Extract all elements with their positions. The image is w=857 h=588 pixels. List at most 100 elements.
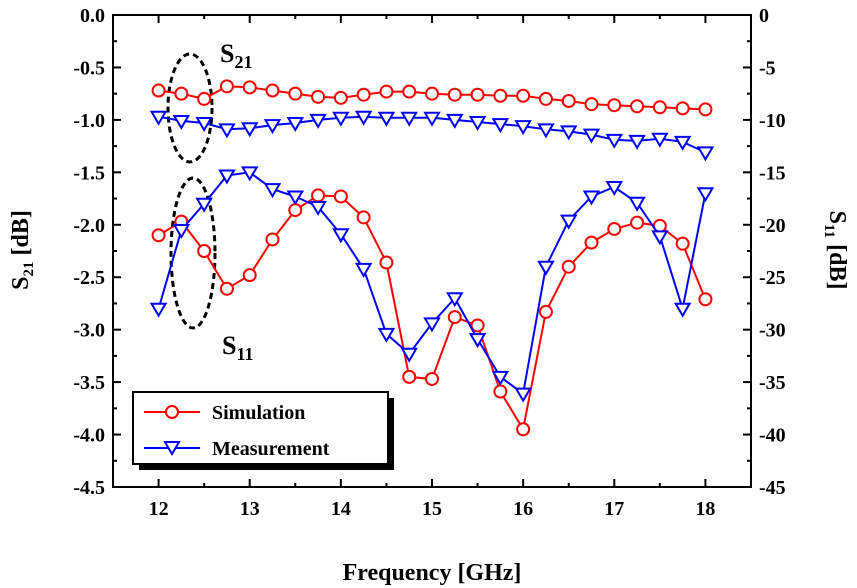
point-simulation-s21	[675, 101, 690, 116]
point-measurement-s21	[286, 117, 305, 133]
point-measurement-s11	[309, 200, 327, 216]
point-simulation-s11	[311, 188, 326, 203]
point-measurement-s21	[696, 146, 715, 162]
annotation-s21: S21	[220, 39, 252, 72]
x-tick-label: 16	[513, 498, 533, 520]
point-simulation-s11	[356, 210, 371, 225]
point-simulation-s21	[630, 99, 645, 114]
legend-simulation-label: Simulation	[212, 402, 305, 424]
point-measurement-s21	[149, 110, 168, 126]
x-tick-label: 18	[695, 498, 715, 520]
y-right-tick-label: -10	[759, 110, 786, 132]
point-simulation-s21	[470, 87, 485, 102]
point-measurement-s11	[195, 197, 213, 213]
point-measurement-s11	[559, 214, 578, 230]
annotation-s11-sub: 11	[236, 344, 253, 364]
point-simulation-s21	[652, 100, 667, 115]
x-tick-label: 12	[149, 498, 169, 520]
legend-box	[132, 391, 389, 465]
y-left-tick-label: -1.5	[73, 162, 105, 184]
point-measurement-s21	[354, 110, 373, 126]
x-axis-title: Frequency [GHz]	[343, 560, 522, 586]
point-simulation-s11	[151, 228, 166, 243]
point-measurement-s21	[423, 111, 441, 127]
point-simulation-s21	[584, 97, 599, 112]
point-simulation-s21	[288, 86, 303, 101]
point-measurement-s21	[263, 119, 282, 135]
annotation-s21-main: S	[220, 39, 234, 68]
point-simulation-s21	[379, 84, 394, 99]
point-measurement-s11	[651, 230, 669, 246]
point-measurement-s21	[377, 111, 396, 127]
annotation-s11-main: S	[222, 331, 236, 360]
point-simulation-s11	[493, 384, 508, 399]
point-measurement-s11	[673, 302, 692, 318]
point-measurement-s21	[537, 123, 555, 139]
y-right-tick-label: -45	[759, 477, 786, 499]
point-simulation-s21	[265, 83, 280, 98]
y-left-tick-label: -2.5	[73, 267, 105, 289]
point-simulation-s11	[538, 304, 553, 319]
ticks-layer: 12 13 14 15 16 17 18 0.0 -0.5 -1.0 -1.5 -2.0 -2.5 -3.…	[73, 5, 785, 520]
s11-ellipse-marker	[169, 176, 217, 330]
point-simulation-s21	[516, 88, 531, 103]
point-measurement-s11	[491, 370, 510, 386]
point-measurement-s11	[582, 190, 601, 206]
legend-measurement-label: Measurement	[212, 438, 330, 460]
point-measurement-s11	[537, 260, 555, 276]
point-measurement-s21	[628, 134, 646, 150]
point-simulation-s21	[561, 94, 576, 109]
point-measurement-s21	[651, 132, 669, 148]
point-measurement-s11	[218, 169, 236, 185]
point-measurement-s21	[582, 128, 601, 144]
point-simulation-s21	[493, 88, 508, 103]
point-simulation-s11	[675, 236, 690, 251]
y-right-tick-label: -35	[759, 372, 786, 394]
y-left-tick-label: 0.0	[80, 5, 105, 27]
point-measurement-s21	[491, 118, 510, 134]
point-measurement-s11	[377, 327, 396, 343]
point-simulation-s11	[288, 203, 303, 218]
point-measurement-s11	[286, 190, 305, 206]
point-simulation-s21	[607, 98, 622, 113]
point-simulation-s11	[265, 232, 280, 247]
point-simulation-s11	[630, 215, 645, 230]
x-tick-label: 14	[331, 498, 351, 520]
point-measurement-s11	[605, 181, 624, 197]
point-simulation-s21	[538, 91, 553, 106]
y-left-tick-label: -3.0	[73, 320, 105, 342]
y-left-tick-label: -4.0	[73, 425, 105, 447]
y-right-tick-label: -25	[759, 267, 786, 289]
y-left-tick-label: -1.0	[73, 110, 105, 132]
x-tick-label: 17	[604, 498, 624, 520]
point-simulation-s21	[174, 86, 189, 101]
point-measurement-s11	[354, 262, 373, 278]
point-simulation-s11	[242, 268, 257, 283]
point-measurement-s11	[446, 292, 464, 308]
legend-simulation-marker	[165, 405, 179, 419]
point-simulation-s11	[447, 310, 462, 325]
point-simulation-s11	[607, 221, 622, 236]
y-left-tick-label: -0.5	[73, 57, 105, 79]
point-measurement-s21	[468, 115, 487, 131]
point-measurement-s21	[172, 114, 191, 130]
annotation-s11: S11	[222, 331, 253, 364]
point-simulation-s11	[698, 292, 713, 307]
y-left-tick-label: -4.5	[73, 477, 105, 499]
point-simulation-s21	[698, 102, 713, 117]
legend-measurement-marker	[163, 441, 181, 456]
y-right-tick-label: 0	[759, 5, 769, 27]
point-measurement-s21	[514, 120, 532, 136]
y-left-tick-label: -2.0	[73, 215, 105, 237]
y-axis-right-title-sub: 11	[821, 224, 837, 238]
point-simulation-s21	[242, 80, 257, 95]
y-axis-right-title: S11 [dB]	[821, 211, 850, 290]
point-simulation-s11	[219, 281, 234, 296]
x-tick-label: 15	[422, 498, 442, 520]
y-right-tick-label: -5	[759, 57, 776, 79]
point-measurement-s11	[263, 183, 282, 199]
point-simulation-s11	[470, 318, 485, 333]
legend: Simulation Measurement	[132, 391, 394, 470]
point-measurement-s21	[240, 122, 259, 138]
point-measurement-s21	[446, 113, 464, 129]
